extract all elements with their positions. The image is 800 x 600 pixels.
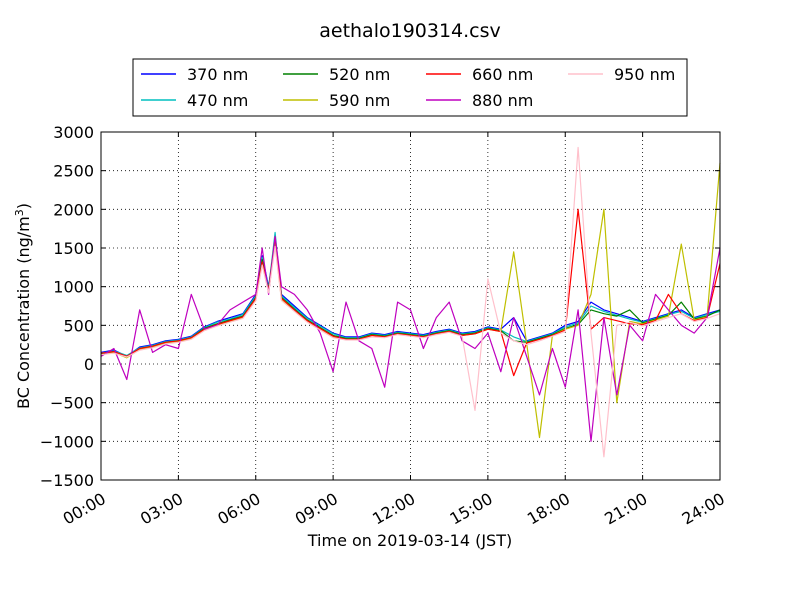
series-line-520-nm [100,238,721,358]
legend-label: 880 nm [472,91,533,110]
series-line-370-nm [100,239,721,357]
legend-items: 370 nm 470 nm 520 nm 590 nm 660 nm 880 nm 950 … [141,65,675,110]
x-axis-label: Time on 2019-03-14 (JST) [307,531,512,550]
y-tick-label: 1000 [53,278,94,297]
y-tick-label: 2000 [53,200,94,219]
y-axis-label-main: BC Concentration (ng/m [14,216,33,409]
y-tick-label: 500 [63,316,94,335]
series-line-950-nm [100,146,721,458]
legend-label: 520 nm [329,65,390,84]
chart-title: aethalo190314.csv [319,20,501,42]
y-axis-label-superscript: 3 [13,209,26,216]
series-lines [100,146,721,458]
legend-frame [132,58,688,117]
legend-label: 590 nm [329,91,390,110]
y-tick-label: −1500 [40,471,94,490]
legend-item-370-nm: 370 nm [141,65,248,84]
legend-item-660-nm: 660 nm [426,65,533,84]
legend: 370 nm 470 nm 520 nm 590 nm 660 nm 880 nm 950 … [132,58,688,117]
y-tick-label: −1000 [40,432,94,451]
legend-item-520-nm: 520 nm [283,65,390,84]
y-axis-label-end: ) [14,203,33,209]
legend-label: 470 nm [187,91,248,110]
legend-label: 370 nm [187,65,248,84]
y-tick-label: 3000 [53,123,94,142]
y-tick-label: 0 [84,355,94,374]
legend-item-470-nm: 470 nm [141,91,248,110]
series-line-470-nm [100,231,721,357]
y-tick-label: −500 [50,394,94,413]
legend-label: 950 nm [614,65,675,84]
y-tick-label: 1500 [53,239,94,258]
legend-item-590-nm: 590 nm [283,91,390,110]
legend-label: 660 nm [472,65,533,84]
legend-item-880-nm: 880 nm [426,91,533,110]
legend-item-950-nm: 950 nm [568,65,675,84]
y-axis-label: BC Concentration (ng/m3) [13,203,33,409]
y-tick-label: 2500 [53,162,94,181]
